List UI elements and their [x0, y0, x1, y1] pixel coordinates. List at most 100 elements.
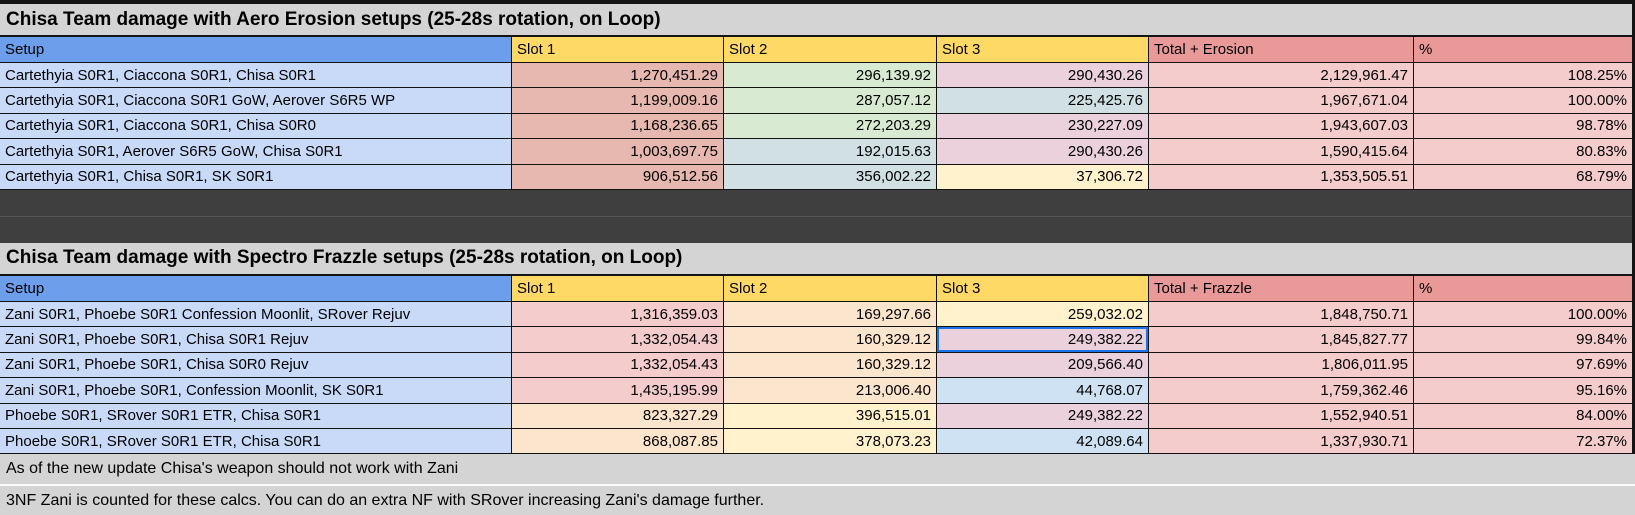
top-strip: [0, 0, 1635, 4]
empty-dark-band: [0, 189, 1635, 243]
cell-total[interactable]: 1,967,671.04: [1149, 88, 1414, 114]
cell-total[interactable]: 1,353,505.51: [1149, 164, 1414, 190]
table-row: Cartethyia S0R1, Aerover S6R5 GoW, Chisa…: [0, 139, 1635, 165]
table1-title[interactable]: Chisa Team damage with Aero Erosion setu…: [0, 4, 1635, 37]
column-header-slot3[interactable]: Slot 3: [937, 275, 1149, 302]
table2-header-row: Setup Slot 1 Slot 2 Slot 3 Total + Frazz…: [0, 275, 1635, 302]
column-header-total-erosion[interactable]: Total + Erosion: [1149, 37, 1414, 63]
cell-slot3[interactable]: 42,089.64: [937, 428, 1149, 455]
column-header-percent[interactable]: %: [1414, 37, 1632, 63]
cell-slot2[interactable]: 213,006.40: [724, 378, 937, 404]
column-header-percent[interactable]: %: [1414, 275, 1632, 302]
cell-slot1[interactable]: 868,087.85: [512, 428, 724, 455]
cell-total[interactable]: 1,845,827.77: [1149, 327, 1414, 353]
cell-setup[interactable]: Zani S0R1, Phoebe S0R1 Confession Moonli…: [0, 301, 512, 328]
table2-title[interactable]: Chisa Team damage with Spectro Frazzle s…: [0, 242, 1635, 276]
column-header-slot3[interactable]: Slot 3: [937, 37, 1149, 63]
table-row: Zani S0R1, Phoebe S0R1, Chisa S0R0 Rejuv…: [0, 352, 1635, 379]
cell-slot3[interactable]: 209,566.40: [937, 352, 1149, 379]
cell-percent[interactable]: 108.25%: [1414, 63, 1632, 89]
column-header-total-frazzle[interactable]: Total + Frazzle: [1149, 275, 1414, 302]
cell-slot2[interactable]: 378,073.23: [724, 428, 937, 455]
cell-percent[interactable]: 100.00%: [1414, 88, 1632, 114]
empty-row[interactable]: [0, 190, 1632, 216]
cell-slot3[interactable]: 225,425.76: [937, 88, 1149, 114]
table-row: Cartethyia S0R1, Ciaccona S0R1, Chisa S0…: [0, 113, 1635, 140]
cell-slot3[interactable]: 37,306.72: [937, 164, 1149, 190]
cell-slot2[interactable]: 160,329.12: [724, 327, 937, 353]
cell-slot2[interactable]: 160,329.12: [724, 352, 937, 379]
cell-setup[interactable]: Phoebe S0R1, SRover S0R1 ETR, Chisa S0R1: [0, 428, 512, 455]
table-row: Zani S0R1, Phoebe S0R1, Chisa S0R1 Rejuv…: [0, 327, 1635, 353]
cell-slot2[interactable]: 169,297.66: [724, 301, 937, 328]
cell-percent[interactable]: 97.69%: [1414, 352, 1632, 379]
cell-percent[interactable]: 80.83%: [1414, 139, 1632, 165]
cell-total[interactable]: 1,848,750.71: [1149, 301, 1414, 328]
cell-slot2[interactable]: 287,057.12: [724, 88, 937, 114]
cell-setup[interactable]: Cartethyia S0R1, Ciaccona S0R1, Chisa S0…: [0, 113, 512, 140]
note-3nf-zani[interactable]: 3NF Zani is counted for these calcs. You…: [0, 484, 1635, 515]
cell-total[interactable]: 1,759,362.46: [1149, 378, 1414, 404]
cell-percent[interactable]: 68.79%: [1414, 164, 1632, 190]
cell-percent[interactable]: 84.00%: [1414, 403, 1632, 429]
cell-slot3[interactable]: 290,430.26: [937, 63, 1149, 89]
cell-slot1[interactable]: 1,199,009.16: [512, 88, 724, 114]
cell-slot2[interactable]: 396,515.01: [724, 403, 937, 429]
table-row: Cartethyia S0R1, Ciaccona S0R1, Chisa S0…: [0, 63, 1635, 89]
cell-slot1[interactable]: 1,168,236.65: [512, 113, 724, 140]
cell-total[interactable]: 1,943,607.03: [1149, 113, 1414, 140]
empty-row[interactable]: [0, 215, 1632, 243]
column-header-slot1[interactable]: Slot 1: [512, 37, 724, 63]
cell-total[interactable]: 1,552,940.51: [1149, 403, 1414, 429]
cell-total[interactable]: 1,590,415.64: [1149, 139, 1414, 165]
table-row: Cartethyia S0R1, Ciaccona S0R1 GoW, Aero…: [0, 88, 1635, 114]
cell-slot3[interactable]: 249,382.22: [937, 403, 1149, 429]
cell-percent[interactable]: 72.37%: [1414, 428, 1632, 455]
table-row: Phoebe S0R1, SRover S0R1 ETR, Chisa S0R1…: [0, 403, 1635, 429]
cell-slot3[interactable]: 259,032.02: [937, 301, 1149, 328]
cell-setup[interactable]: Zani S0R1, Phoebe S0R1, Chisa S0R1 Rejuv: [0, 327, 512, 353]
cell-slot1[interactable]: 906,512.56: [512, 164, 724, 190]
cell-slot1[interactable]: 1,316,359.03: [512, 301, 724, 328]
cell-slot1[interactable]: 1,003,697.75: [512, 139, 724, 165]
cell-slot3[interactable]: 290,430.26: [937, 139, 1149, 165]
cell-total[interactable]: 1,337,930.71: [1149, 428, 1414, 455]
cell-slot1[interactable]: 1,332,054.43: [512, 327, 724, 353]
cell-slot2[interactable]: 272,203.29: [724, 113, 937, 140]
cell-slot3[interactable]: 44,768.07: [937, 378, 1149, 404]
column-header-slot2[interactable]: Slot 2: [724, 275, 937, 302]
cell-slot1[interactable]: 1,332,054.43: [512, 352, 724, 379]
cell-percent[interactable]: 95.16%: [1414, 378, 1632, 404]
cell-setup[interactable]: Zani S0R1, Phoebe S0R1, Chisa S0R0 Rejuv: [0, 352, 512, 379]
cell-setup[interactable]: Cartethyia S0R1, Aerover S6R5 GoW, Chisa…: [0, 139, 512, 165]
cell-percent[interactable]: 100.00%: [1414, 301, 1632, 328]
cell-setup[interactable]: Cartethyia S0R1, Ciaccona S0R1, Chisa S0…: [0, 63, 512, 89]
table-row: Zani S0R1, Phoebe S0R1, Confession Moonl…: [0, 378, 1635, 404]
cell-slot1[interactable]: 823,327.29: [512, 403, 724, 429]
cell-setup[interactable]: Cartethyia S0R1, Ciaccona S0R1 GoW, Aero…: [0, 88, 512, 114]
cell-slot2[interactable]: 356,002.22: [724, 164, 937, 190]
cell-slot3[interactable]: 230,227.09: [937, 113, 1149, 140]
cell-slot1[interactable]: 1,435,195.99: [512, 378, 724, 404]
cell-percent[interactable]: 99.84%: [1414, 327, 1632, 353]
cell-total[interactable]: 1,806,011.95: [1149, 352, 1414, 379]
cell-percent[interactable]: 98.78%: [1414, 113, 1632, 140]
table-row: Phoebe S0R1, SRover S0R1 ETR, Chisa S0R1…: [0, 428, 1635, 455]
cell-setup[interactable]: Zani S0R1, Phoebe S0R1, Confession Moonl…: [0, 378, 512, 404]
table-row: Cartethyia S0R1, Chisa S0R1, SK S0R1 906…: [0, 164, 1635, 190]
cell-setup[interactable]: Phoebe S0R1, SRover S0R1 ETR, Chisa S0R1: [0, 403, 512, 429]
column-header-setup[interactable]: Setup: [0, 275, 512, 302]
note-chisa-weapon[interactable]: As of the new update Chisa's weapon shou…: [0, 454, 1635, 485]
table-row: Zani S0R1, Phoebe S0R1 Confession Moonli…: [0, 301, 1635, 328]
column-header-slot2[interactable]: Slot 2: [724, 37, 937, 63]
column-header-slot1[interactable]: Slot 1: [512, 275, 724, 302]
cell-slot1[interactable]: 1,270,451.29: [512, 63, 724, 89]
cell-total[interactable]: 2,129,961.47: [1149, 63, 1414, 89]
cell-setup[interactable]: Cartethyia S0R1, Chisa S0R1, SK S0R1: [0, 164, 512, 190]
cell-slot2[interactable]: 296,139.92: [724, 63, 937, 89]
cell-slot3-selected[interactable]: 249,382.22: [937, 327, 1149, 353]
cell-slot2[interactable]: 192,015.63: [724, 139, 937, 165]
table1-header-row: Setup Slot 1 Slot 2 Slot 3 Total + Erosi…: [0, 37, 1635, 63]
column-header-setup[interactable]: Setup: [0, 37, 512, 63]
